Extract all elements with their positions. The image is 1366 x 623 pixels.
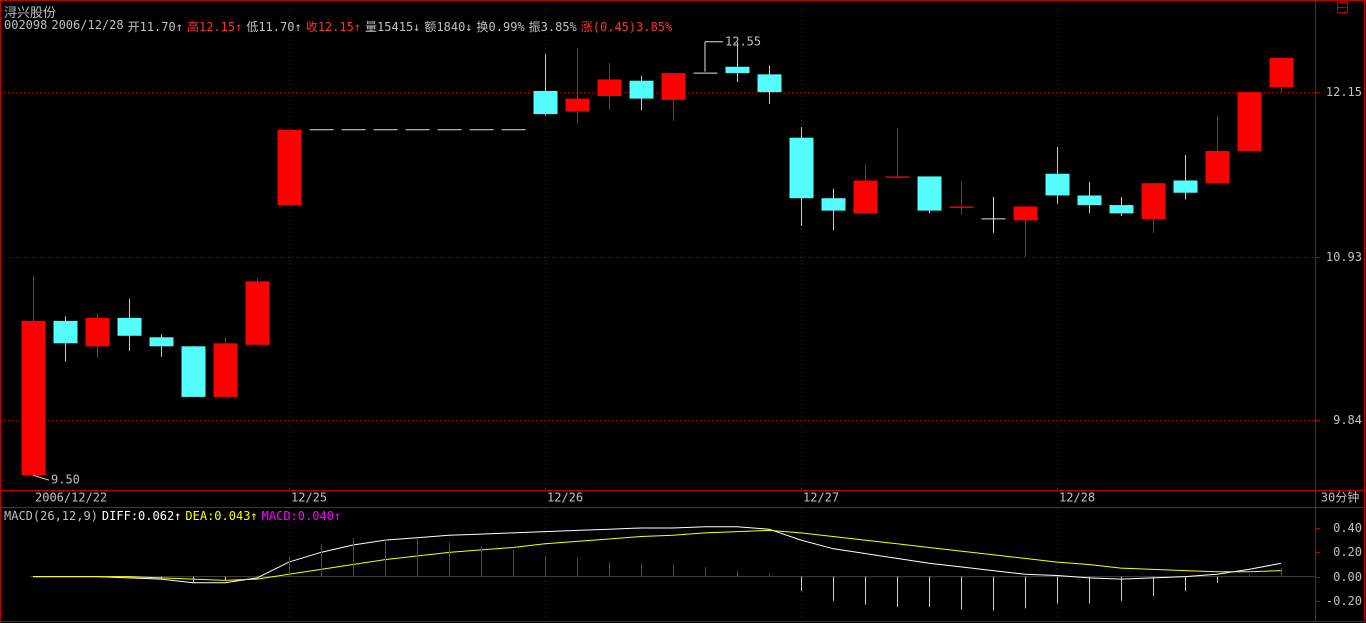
legend-entry: DIFF:0.062↑ bbox=[101, 509, 182, 523]
quote-item: 振3.85% bbox=[528, 20, 577, 34]
quote-item: 额1840↓ bbox=[424, 20, 473, 34]
stock-name: 浔兴股份 bbox=[4, 2, 56, 21]
candle-body bbox=[1237, 92, 1262, 151]
candle-body bbox=[629, 80, 654, 99]
quote-item: 涨(0.45)3.85% bbox=[580, 20, 673, 34]
y-tick-label: 0.20 bbox=[1333, 545, 1362, 559]
y-tick-label: 9.84 bbox=[1333, 413, 1362, 427]
macd-legend: MACD(26,12,9) DIFF:0.062↑ DEA:0.043↑ MACD:0… bbox=[4, 509, 341, 523]
candle-body bbox=[1269, 57, 1294, 88]
candle-body bbox=[1013, 206, 1038, 221]
candle-body bbox=[885, 176, 910, 178]
quote-item: 002098 bbox=[4, 18, 48, 32]
x-tick-label: 12/26 bbox=[547, 491, 583, 505]
candle-body bbox=[565, 98, 590, 112]
candle-body bbox=[149, 337, 174, 347]
candle-body bbox=[245, 281, 270, 345]
candle-body bbox=[853, 180, 878, 214]
quote-item: 高12.15↑ bbox=[186, 20, 243, 34]
quote-item: 换0.99% bbox=[476, 20, 525, 34]
indicator-name: MACD(26,12,9) bbox=[4, 509, 98, 523]
candle-body bbox=[821, 198, 846, 211]
candle-body bbox=[117, 317, 142, 336]
candle-body bbox=[1205, 150, 1230, 184]
y-tick-label: -0.20 bbox=[1326, 594, 1362, 608]
candle-body bbox=[1109, 205, 1134, 214]
x-tick-label: 12/25 bbox=[291, 491, 327, 505]
period-label: 30分钟 bbox=[1321, 490, 1359, 505]
candle-body bbox=[757, 74, 782, 93]
legend-entry: DEA:0.043↑ bbox=[185, 509, 258, 523]
candle-body bbox=[597, 79, 622, 97]
y-tick-label: 0.40 bbox=[1333, 521, 1362, 535]
candle-body bbox=[21, 320, 46, 476]
title: 浔兴股份 bbox=[4, 6, 57, 21]
y-tick-label: 10.93 bbox=[1326, 250, 1362, 264]
candle-body bbox=[181, 346, 206, 397]
legend-entry: MACD:0.040↑ bbox=[261, 509, 342, 523]
candle-body bbox=[213, 343, 238, 397]
candle-body bbox=[85, 317, 110, 347]
x-tick-label: 2006/12/22 bbox=[35, 491, 107, 505]
quote-item: 2006/12/28 bbox=[51, 18, 124, 32]
candle-body bbox=[1045, 173, 1070, 196]
x-tick-label: 12/28 bbox=[1059, 491, 1095, 505]
candle-body bbox=[725, 66, 750, 74]
annotation-leader bbox=[32, 474, 50, 481]
candle-body bbox=[277, 129, 302, 206]
indicator-line bbox=[33, 526, 1282, 584]
candle-body bbox=[789, 137, 814, 199]
candle-body bbox=[1173, 180, 1198, 193]
quote-item: 开11.70↑ bbox=[127, 20, 183, 34]
quote-info: 002098 2006/12/28 开11.70↑ 高12.15↑ 低11.70↑ 收12… bbox=[4, 18, 672, 35]
candle-body bbox=[533, 90, 558, 115]
x-tick-label: 12/27 bbox=[803, 491, 839, 505]
candle-body bbox=[1141, 183, 1166, 219]
quote-item: 收12.15↑ bbox=[305, 20, 362, 34]
candle-body bbox=[53, 320, 78, 344]
y-tick-label: 0.00 bbox=[1333, 570, 1362, 584]
annotation-label: 12.55 bbox=[725, 34, 761, 48]
annotation-label: 9.50 bbox=[51, 473, 80, 487]
candle-body bbox=[949, 206, 974, 208]
quote-item: 低11.70↑ bbox=[246, 20, 302, 34]
candle-body bbox=[1077, 195, 1102, 206]
quote-item: 量15415↓ bbox=[365, 20, 421, 34]
candle-body bbox=[661, 73, 686, 100]
candle-body bbox=[917, 176, 942, 211]
y-tick-label: 12.15 bbox=[1326, 85, 1362, 99]
indicator-line bbox=[33, 529, 1282, 581]
